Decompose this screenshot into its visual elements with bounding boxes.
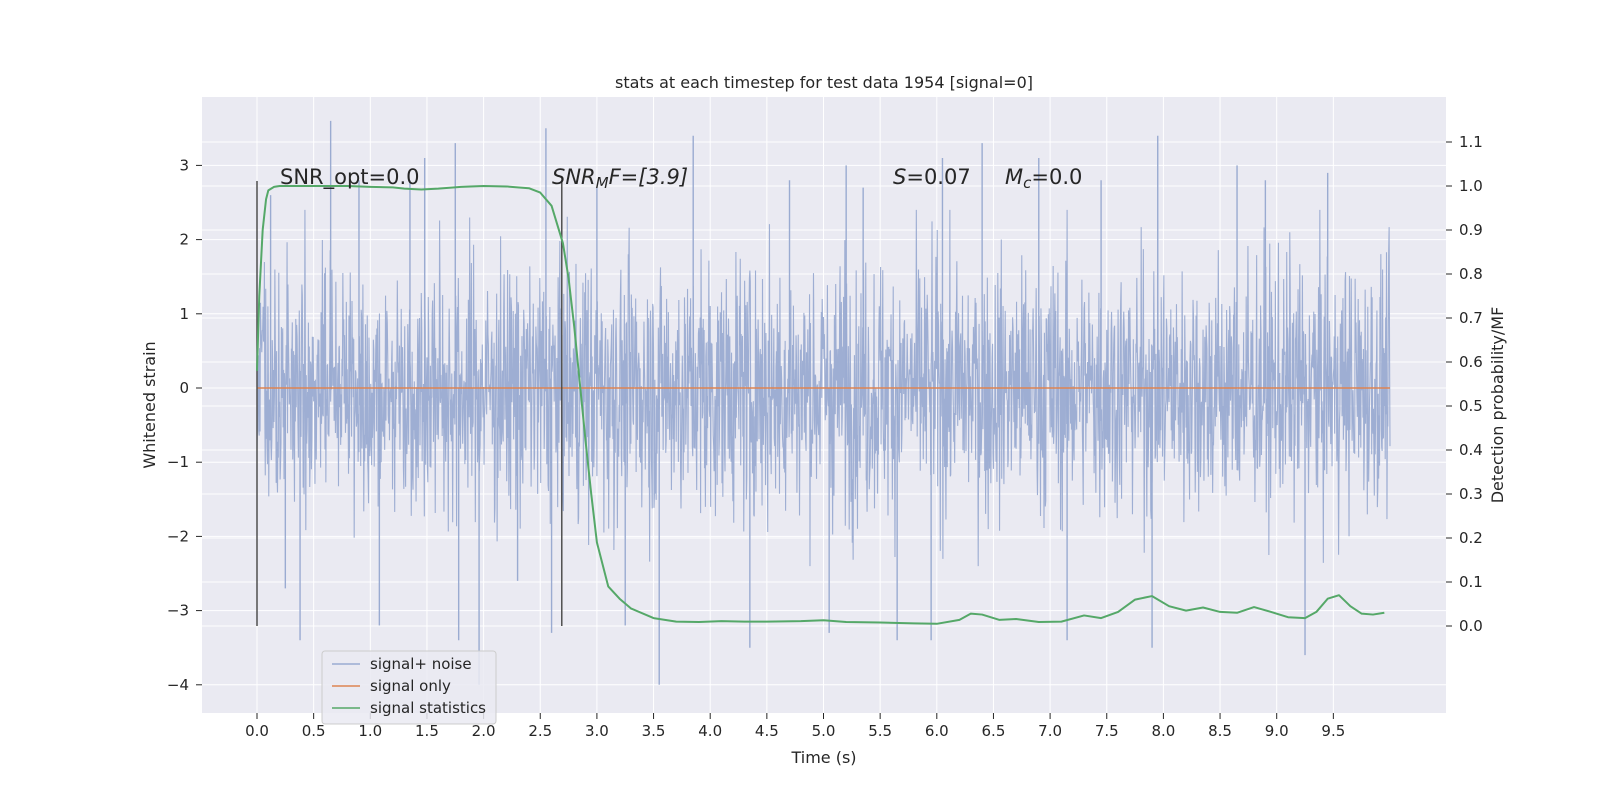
- y2-axis-ticks: 1.1 1.0 0.9 0.8 0.7 0.6 0.5 0.4 0.3 0.2 0.1 0.0: [1446, 133, 1483, 635]
- x-tick-label: 7.0: [1038, 722, 1062, 740]
- annotation-mc-sub: c: [1023, 174, 1032, 192]
- chart-title: stats at each timestep for test data 195…: [615, 73, 1033, 92]
- signal-plus-noise-trace: [256, 209, 1391, 567]
- x-tick-label: 8.0: [1151, 722, 1175, 740]
- x-tick-label: 5.5: [868, 722, 892, 740]
- x-tick-label: 1.0: [358, 722, 382, 740]
- x-tick-label: 5.0: [812, 722, 836, 740]
- y2-tick-label: 0.4: [1459, 441, 1483, 459]
- x-tick-label: 9.0: [1265, 722, 1289, 740]
- y2-tick-label: 0.9: [1459, 221, 1483, 239]
- x-tick-label: 0.5: [302, 722, 326, 740]
- annotation-snr-opt: SNR_opt=0.0: [280, 165, 420, 190]
- y-tick-label: −3: [167, 602, 189, 620]
- annotation-mc-base: M: [1005, 165, 1023, 189]
- y-tick-label: 3: [179, 156, 189, 174]
- y-tick-label: −2: [167, 527, 189, 545]
- annotation-snr-mf-rest: F=[3.9]: [609, 165, 688, 189]
- x-tick-label: 6.0: [925, 722, 949, 740]
- y2-tick-label: 0.5: [1459, 397, 1483, 415]
- y2-axis-label: Detection probability/MF: [1488, 307, 1507, 504]
- x-tick-label: 6.5: [982, 722, 1006, 740]
- annotation-mc-rest: =0.0: [1031, 165, 1082, 189]
- y-axis-label: Whitened strain: [140, 341, 159, 468]
- y2-tick-label: 1.0: [1459, 177, 1483, 195]
- x-tick-label: 1.5: [415, 722, 439, 740]
- x-tick-label: 4.0: [698, 722, 722, 740]
- x-axis-label: Time (s): [790, 748, 856, 767]
- y2-tick-label: 0.6: [1459, 353, 1483, 371]
- legend-label-signal-noise: signal+ noise: [370, 655, 472, 673]
- x-tick-label: 0.0: [245, 722, 269, 740]
- x-axis-ticks: 0.0 0.5 1.0 1.5 2.0 2.5 3.0 3.5 4.0 4.5 5.0 5.5 6.0 6…: [245, 713, 1345, 740]
- signal-statistics-line: [256, 185, 1385, 625]
- y-tick-label: 0: [179, 379, 189, 397]
- vertical-markers: [256, 181, 563, 626]
- signal-statistics-series: [256, 185, 1385, 625]
- y2-tick-label: 0.1: [1459, 573, 1483, 591]
- legend: signal+ noise signal only signal statist…: [321, 650, 497, 725]
- legend-label-signal-only: signal only: [370, 677, 451, 695]
- signal-plus-noise-series: [256, 120, 1391, 685]
- x-tick-label: 7.5: [1095, 722, 1119, 740]
- y-tick-label: 2: [179, 231, 189, 249]
- annotation-snr-mf-sub: M: [596, 174, 609, 192]
- x-tick-label: 4.5: [755, 722, 779, 740]
- y2-tick-label: 0.3: [1459, 485, 1483, 503]
- x-tick-label: 8.5: [1208, 722, 1232, 740]
- y-axis-ticks: 3 2 1 0 −1 −2 −3 −4: [167, 156, 202, 694]
- x-tick-label: 3.5: [642, 722, 666, 740]
- annotation-snr-mf-base: SNR: [552, 165, 596, 189]
- y2-tick-label: 0.0: [1459, 617, 1483, 635]
- x-tick-label: 2.5: [528, 722, 552, 740]
- annotation-mc: Mc=0.0: [1005, 165, 1082, 192]
- annotation-s-rest: =0.07: [906, 165, 970, 189]
- y2-tick-label: 0.2: [1459, 529, 1483, 547]
- legend-box: [321, 650, 497, 725]
- y2-tick-label: 0.7: [1459, 309, 1483, 327]
- y2-tick-label: 1.1: [1459, 133, 1483, 151]
- x-tick-label: 9.5: [1321, 722, 1345, 740]
- annotation-snr-mf: SNRMF=[3.9]: [552, 165, 688, 192]
- y-tick-label: −1: [167, 453, 189, 471]
- legend-label-signal-statistics: signal statistics: [370, 699, 486, 717]
- y2-tick-label: 0.8: [1459, 265, 1483, 283]
- x-tick-label: 3.0: [585, 722, 609, 740]
- y-tick-label: 1: [179, 305, 189, 323]
- x-tick-label: 2.0: [472, 722, 496, 740]
- annotation-s-base: S: [893, 165, 906, 189]
- annotation-s: S=0.07: [893, 165, 971, 189]
- y-tick-label: −4: [167, 676, 189, 694]
